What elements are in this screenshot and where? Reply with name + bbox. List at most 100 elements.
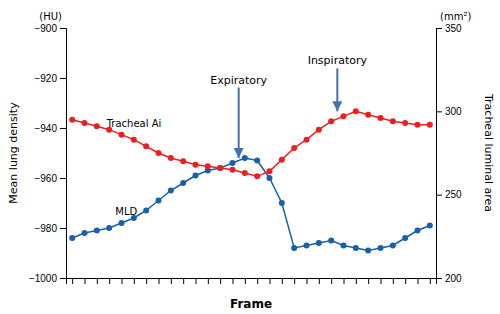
line <box>72 111 430 176</box>
axis: −1000−980−960−940−920−900 <box>29 23 67 284</box>
tick-mark <box>233 278 234 284</box>
point <box>119 132 125 138</box>
tick <box>430 278 431 284</box>
tick-mark <box>307 278 308 284</box>
point <box>415 122 421 128</box>
tick <box>344 278 345 284</box>
point <box>427 122 433 128</box>
point <box>402 120 408 126</box>
point <box>242 155 248 161</box>
point <box>365 112 371 118</box>
tick-mark <box>436 111 442 112</box>
point <box>328 118 334 124</box>
tick-label: −940 <box>34 123 57 134</box>
point <box>427 223 433 229</box>
tick-label: 250 <box>445 189 462 200</box>
tick-mark <box>60 278 66 279</box>
point <box>365 248 371 254</box>
tick-mark <box>183 278 184 284</box>
tick <box>233 278 234 284</box>
point <box>156 198 162 204</box>
point <box>193 162 199 168</box>
axis-unit: (HU) <box>39 11 62 22</box>
tick <box>171 278 172 284</box>
point <box>217 165 223 171</box>
plot-area <box>69 108 433 253</box>
tick-mark <box>393 278 394 284</box>
tick: 350 <box>436 23 462 34</box>
point <box>168 155 174 161</box>
tick-label: 350 <box>445 23 462 34</box>
tick <box>146 278 147 284</box>
point <box>82 230 88 236</box>
tick-mark <box>257 278 258 284</box>
point <box>205 163 211 169</box>
tick <box>159 278 160 284</box>
tick-mark <box>294 278 295 284</box>
tick-mark <box>60 78 66 79</box>
point <box>69 117 75 123</box>
tick-mark <box>196 278 197 284</box>
point <box>279 157 285 163</box>
tick <box>393 278 394 284</box>
point <box>143 143 149 149</box>
tick <box>257 278 258 284</box>
axis-title: Tracheal luminal area <box>482 93 495 212</box>
tick-mark <box>436 28 442 29</box>
tick-mark <box>171 278 172 284</box>
tick-mark <box>245 278 246 284</box>
point <box>267 175 273 181</box>
tick: −920 <box>34 73 66 84</box>
point <box>131 137 137 143</box>
tick <box>196 278 197 284</box>
point <box>82 120 88 126</box>
tick: 250 <box>436 189 462 200</box>
tick <box>270 278 271 284</box>
tick <box>418 278 419 284</box>
point <box>353 108 359 114</box>
tick-mark <box>430 278 431 284</box>
point <box>316 240 322 246</box>
tick-mark <box>208 278 209 284</box>
tick-mark <box>436 278 442 279</box>
axis-title: Mean lung density <box>7 102 20 204</box>
point <box>328 238 334 244</box>
point <box>291 145 297 151</box>
tick-mark <box>356 278 357 284</box>
point <box>378 245 384 251</box>
annotation-arrow <box>336 68 338 111</box>
tick <box>72 278 73 284</box>
point <box>402 235 408 241</box>
point <box>230 167 236 173</box>
tick-mark <box>405 278 406 284</box>
tick-mark <box>418 278 419 284</box>
tick-label: −900 <box>34 23 57 34</box>
annotation-arrow <box>238 88 240 159</box>
tick <box>220 278 221 284</box>
point <box>316 127 322 133</box>
curve-label: Tracheal Ai <box>106 118 162 129</box>
point <box>168 188 174 194</box>
point <box>119 220 125 226</box>
point <box>415 228 421 234</box>
tick <box>381 278 382 284</box>
tick <box>208 278 209 284</box>
tick <box>245 278 246 284</box>
tick: −1000 <box>29 273 66 284</box>
point <box>267 168 273 174</box>
point <box>279 200 285 206</box>
chart: −1000−980−960−940−920−900200250300350Mea… <box>0 0 500 314</box>
point <box>193 173 199 179</box>
axis-line <box>437 29 443 279</box>
tick <box>122 278 123 284</box>
point <box>230 160 236 166</box>
tick <box>405 278 406 284</box>
point <box>304 243 310 249</box>
point <box>353 245 359 251</box>
tick-mark <box>134 278 135 284</box>
tick-label: 200 <box>445 273 462 284</box>
tick-mark <box>331 278 332 284</box>
tick-mark <box>282 278 283 284</box>
tick <box>183 278 184 284</box>
tick: −940 <box>34 123 66 134</box>
